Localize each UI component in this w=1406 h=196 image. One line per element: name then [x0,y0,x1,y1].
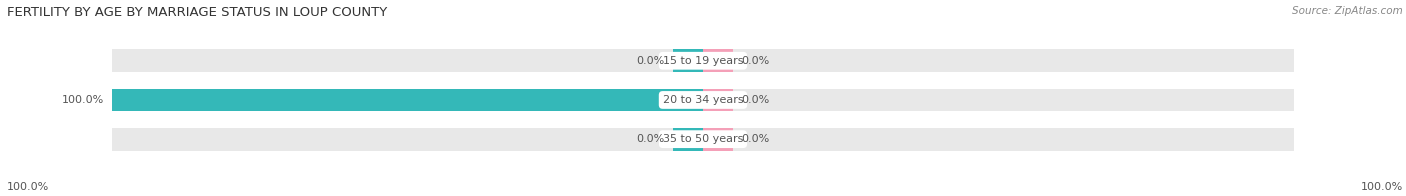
Text: 0.0%: 0.0% [637,56,665,66]
Bar [112,89,1294,111]
Text: 0.0%: 0.0% [741,56,769,66]
Bar [112,89,703,111]
Text: 0.0%: 0.0% [741,134,769,144]
Bar [112,49,1294,72]
Text: 100.0%: 100.0% [7,182,49,192]
Text: 35 to 50 years: 35 to 50 years [662,134,744,144]
Text: Source: ZipAtlas.com: Source: ZipAtlas.com [1292,6,1403,16]
Bar [703,89,733,111]
Bar [703,49,733,72]
Bar [673,128,703,151]
Text: 0.0%: 0.0% [741,95,769,105]
Text: 0.0%: 0.0% [637,134,665,144]
Text: 100.0%: 100.0% [1361,182,1403,192]
Bar [703,128,733,151]
Text: 100.0%: 100.0% [62,95,104,105]
Text: 15 to 19 years: 15 to 19 years [662,56,744,66]
Text: FERTILITY BY AGE BY MARRIAGE STATUS IN LOUP COUNTY: FERTILITY BY AGE BY MARRIAGE STATUS IN L… [7,6,387,19]
Bar [112,128,1294,151]
Text: 20 to 34 years: 20 to 34 years [662,95,744,105]
Bar [673,49,703,72]
